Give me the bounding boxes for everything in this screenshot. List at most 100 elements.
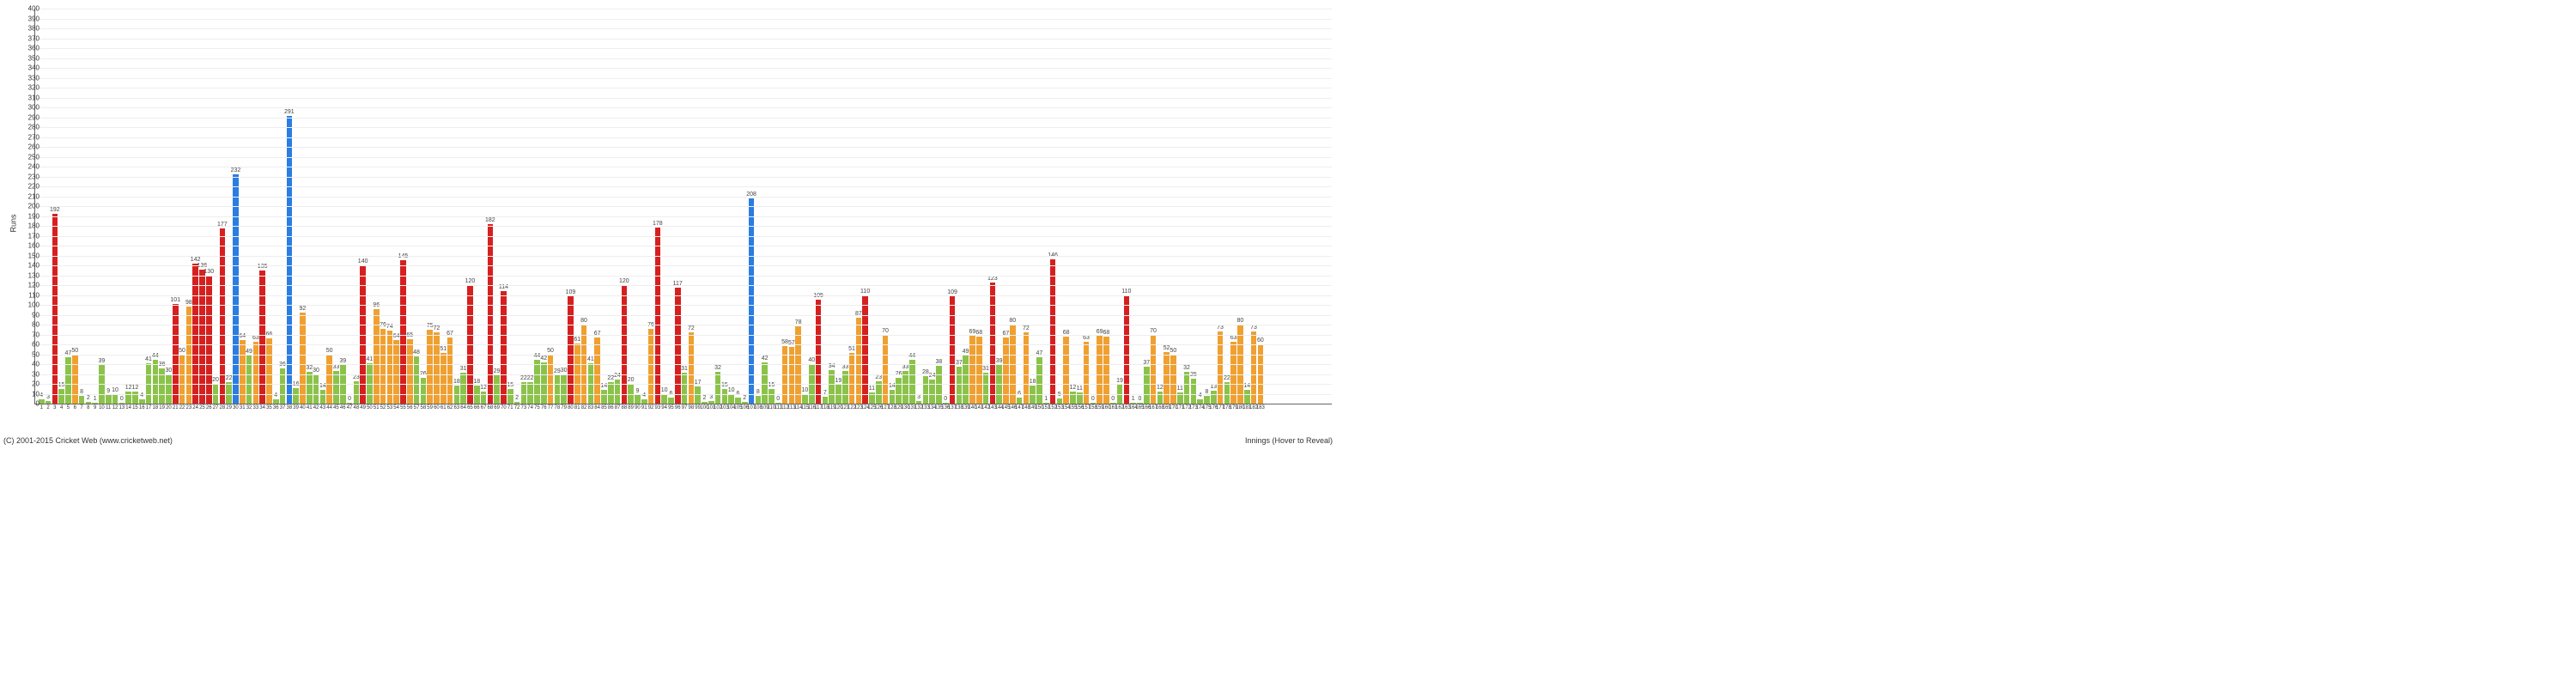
bar[interactable]: 33 [333, 371, 339, 404]
bar[interactable]: 114 [501, 291, 507, 404]
bar[interactable]: 9 [106, 395, 112, 404]
bar[interactable]: 31 [983, 373, 989, 404]
bar[interactable]: 50 [179, 355, 185, 404]
bar[interactable]: 29 [494, 375, 500, 404]
bar[interactable]: 14 [890, 390, 896, 404]
bar[interactable]: 109 [568, 296, 574, 404]
bar[interactable]: 76 [648, 329, 654, 404]
bar[interactable]: 110 [1124, 295, 1130, 404]
bar[interactable]: 1 [92, 403, 98, 404]
bar[interactable]: 31 [460, 373, 466, 404]
bar[interactable]: 110 [862, 295, 868, 404]
bar[interactable]: 30 [561, 374, 567, 404]
bar[interactable]: 29 [555, 375, 561, 404]
bar[interactable]: 4 [641, 399, 647, 404]
bar[interactable]: 33 [842, 371, 848, 404]
bar[interactable]: 0 [1137, 403, 1143, 404]
bar[interactable]: 73 [1218, 331, 1224, 404]
bar[interactable]: 34 [829, 370, 835, 404]
bar[interactable]: 18 [454, 386, 460, 404]
bar[interactable]: 44 [153, 360, 159, 404]
bar[interactable]: 192 [52, 214, 58, 404]
bar[interactable]: 0 [1110, 403, 1116, 404]
bar[interactable]: 32 [1184, 372, 1190, 404]
bar[interactable]: 44 [909, 360, 915, 404]
bar[interactable]: 2 [86, 402, 92, 404]
bar[interactable]: 6 [1017, 398, 1023, 404]
bar[interactable]: 74 [387, 331, 393, 404]
bar[interactable]: 2 [514, 402, 520, 404]
bar[interactable]: 26 [896, 378, 902, 404]
bar[interactable]: 32 [307, 372, 313, 404]
bar[interactable]: 50 [548, 355, 554, 404]
bar[interactable]: 52 [1163, 352, 1170, 404]
bar[interactable]: 26 [421, 378, 427, 404]
bar[interactable]: 73 [1251, 331, 1257, 404]
bar[interactable]: 33 [902, 371, 908, 404]
bar[interactable]: 42 [541, 362, 547, 404]
bar[interactable]: 3 [916, 401, 922, 404]
bar[interactable]: 123 [990, 283, 996, 404]
bar[interactable]: 22 [1224, 382, 1230, 404]
bar[interactable]: 14 [320, 390, 326, 404]
bar[interactable]: 25 [1191, 379, 1197, 404]
bar[interactable]: 182 [488, 224, 494, 404]
bar[interactable]: 1 [1043, 403, 1049, 404]
bar[interactable]: 50 [1170, 355, 1176, 404]
bar[interactable]: 30 [313, 374, 319, 404]
bar[interactable]: 17 [695, 386, 701, 404]
bar[interactable]: 7 [823, 397, 829, 404]
bar[interactable]: 8 [756, 396, 762, 404]
bar[interactable]: 92 [300, 313, 306, 404]
bar[interactable]: 44 [534, 360, 540, 404]
bar[interactable]: 0 [775, 403, 781, 404]
bar[interactable]: 28 [923, 376, 929, 404]
bar[interactable]: 18 [474, 386, 480, 404]
bar[interactable]: 87 [856, 318, 862, 404]
bar[interactable]: 2 [702, 402, 708, 404]
bar[interactable]: 37 [1144, 367, 1150, 404]
bar[interactable]: 51 [849, 353, 855, 404]
bar[interactable]: 208 [749, 198, 755, 404]
bar[interactable]: 98 [186, 307, 192, 404]
bar[interactable]: 146 [1050, 259, 1056, 404]
bar[interactable]: 16 [293, 388, 299, 404]
bar[interactable]: 10 [728, 394, 734, 404]
bar[interactable]: 8 [1204, 396, 1210, 404]
bar[interactable]: 10 [661, 394, 667, 404]
bar[interactable]: 109 [950, 296, 956, 404]
bar[interactable]: 22 [521, 382, 527, 404]
bar[interactable]: 232 [233, 174, 239, 404]
bar[interactable]: 22 [226, 382, 232, 404]
bar[interactable]: 15 [58, 389, 64, 404]
bar[interactable]: 57 [789, 347, 795, 404]
bar[interactable]: 32 [715, 372, 721, 404]
bar[interactable]: 15 [507, 389, 513, 404]
bar[interactable]: 6 [668, 398, 674, 404]
bar[interactable]: 4 [139, 399, 145, 404]
bar[interactable]: 13 [1211, 391, 1217, 404]
bar[interactable]: 10 [802, 394, 808, 404]
bar[interactable]: 42 [762, 362, 768, 404]
bar[interactable]: 75 [427, 330, 433, 404]
bar[interactable]: 31 [682, 373, 688, 404]
bar[interactable]: 1 [1130, 403, 1136, 404]
bar[interactable]: 3 [708, 401, 714, 404]
bar[interactable]: 22 [608, 382, 614, 404]
bar[interactable]: 49 [246, 356, 252, 404]
bar[interactable]: 291 [287, 116, 293, 404]
bar[interactable]: 8 [79, 396, 85, 404]
bar[interactable]: 0 [1091, 403, 1097, 404]
bar[interactable]: 0 [347, 403, 353, 404]
bar[interactable]: 38 [936, 366, 942, 404]
bar[interactable]: 5 [1057, 398, 1063, 404]
bar[interactable]: 4 [1197, 399, 1203, 404]
bar[interactable]: 3 [46, 401, 52, 404]
bar[interactable]: 50 [72, 355, 78, 404]
bar[interactable]: 30 [166, 374, 172, 404]
bar[interactable]: 2 [742, 402, 748, 404]
bar[interactable]: 51 [440, 353, 447, 404]
bar[interactable]: 18 [1030, 386, 1036, 404]
bar[interactable]: 9 [635, 395, 641, 404]
bar[interactable]: 0 [943, 403, 949, 404]
